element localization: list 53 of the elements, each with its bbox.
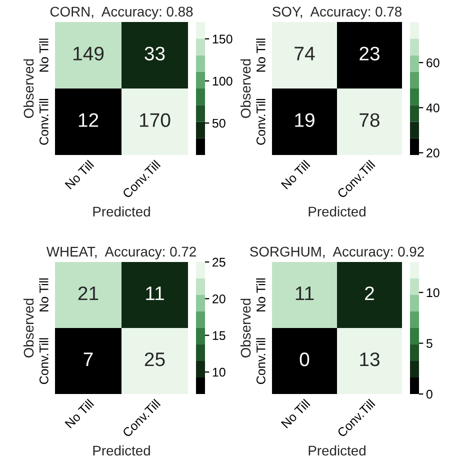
x-tick-label: No Till: [280, 160, 310, 190]
color-bar-label: 5: [426, 339, 432, 348]
data-label: 170: [140, 113, 170, 127]
data-label: 13: [360, 352, 380, 366]
color-bar-label: 20: [426, 148, 440, 158]
y-axis-title: Observed: [240, 298, 251, 358]
color-bar-label: 25: [212, 258, 226, 267]
chart-title: WHEAT, Accuracy: 0.72: [46, 246, 196, 260]
y-axis-title: Observed: [23, 298, 34, 358]
color-bar-label: 100: [212, 76, 232, 86]
x-axis-title: Predicted: [93, 445, 150, 456]
color-bar-label: 50: [212, 118, 226, 128]
chart-title: CORN, Accuracy: 0.88: [50, 6, 193, 20]
color-bar-label: 150: [212, 34, 232, 44]
chart-title: SOY, Accuracy: 0.78: [272, 6, 402, 20]
data-label: 149: [74, 46, 104, 60]
color-bar-label: 10: [426, 288, 440, 298]
data-label: 19: [295, 113, 314, 127]
chart-title: SORGHUM, Accuracy: 0.92: [250, 246, 424, 260]
color-bar-label: 60: [426, 58, 440, 68]
y-tick-label: No Till: [39, 38, 48, 72]
data-label: 25: [144, 352, 165, 366]
color-bar-label: 15: [212, 331, 226, 340]
data-label: 21: [78, 286, 98, 300]
y-tick-label: No Till: [39, 278, 48, 312]
y-tick-label: Conv.Till: [39, 98, 48, 145]
y-tick-label: Conv.Till: [256, 98, 266, 145]
data-label: 2: [365, 286, 374, 300]
x-axis-title: Predicted: [308, 206, 366, 217]
data-label: 7: [84, 352, 93, 366]
data-label: 78: [360, 113, 380, 127]
data-label: 23: [360, 46, 380, 60]
x-tick-label: No Till: [280, 398, 310, 428]
y-tick-label: Conv.Till: [39, 338, 48, 384]
y-tick-label: Conv.Till: [256, 338, 266, 384]
data-label: 33: [144, 46, 165, 60]
data-label: 11: [296, 286, 314, 300]
x-axis-title: Predicted: [93, 206, 150, 217]
color-bar-label: 0: [426, 390, 432, 399]
x-tick-label: No Till: [64, 160, 94, 190]
color-bar-label: 10: [212, 368, 226, 377]
data-label: 0: [300, 352, 310, 366]
y-axis-title: Observed: [240, 59, 251, 118]
color-bar-label: 20: [212, 294, 226, 304]
x-tick-label: No Till: [64, 398, 94, 428]
data-label: 12: [78, 113, 98, 127]
x-axis-title: Predicted: [308, 445, 366, 456]
data-label: 11: [146, 286, 164, 300]
color-bar-label: 40: [426, 103, 440, 112]
y-tick-label: No Till: [256, 278, 266, 312]
y-tick-label: No Till: [256, 38, 266, 72]
data-label: 74: [294, 46, 315, 60]
y-axis-title: Observed: [23, 59, 34, 118]
